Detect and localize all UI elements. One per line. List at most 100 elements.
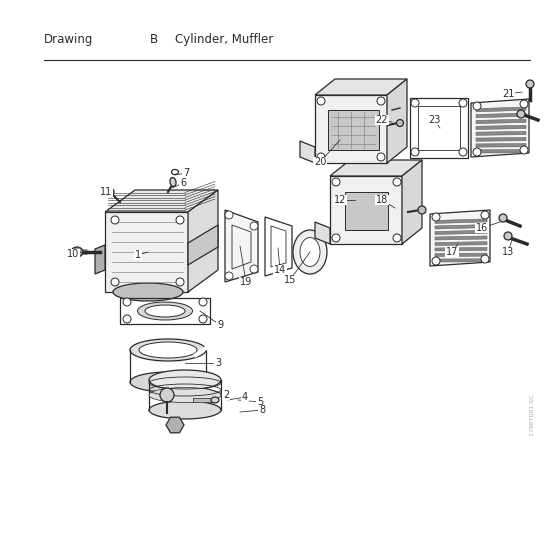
Polygon shape bbox=[476, 132, 526, 136]
Text: 1: 1 bbox=[135, 250, 141, 260]
Circle shape bbox=[520, 146, 528, 154]
Circle shape bbox=[517, 110, 525, 118]
Circle shape bbox=[411, 148, 419, 156]
Circle shape bbox=[520, 100, 528, 108]
Polygon shape bbox=[476, 125, 526, 129]
Circle shape bbox=[176, 278, 184, 286]
Circle shape bbox=[459, 99, 467, 107]
Circle shape bbox=[411, 99, 419, 107]
Circle shape bbox=[111, 216, 119, 224]
Text: B: B bbox=[150, 33, 158, 46]
Polygon shape bbox=[435, 236, 487, 240]
Polygon shape bbox=[435, 259, 487, 262]
Circle shape bbox=[459, 148, 467, 156]
Ellipse shape bbox=[211, 397, 219, 403]
Ellipse shape bbox=[149, 388, 221, 403]
Circle shape bbox=[111, 278, 119, 286]
Circle shape bbox=[393, 178, 401, 186]
Text: 11: 11 bbox=[100, 187, 112, 197]
Circle shape bbox=[432, 257, 440, 265]
Polygon shape bbox=[476, 107, 526, 112]
Polygon shape bbox=[435, 253, 487, 256]
Ellipse shape bbox=[113, 283, 183, 301]
Ellipse shape bbox=[149, 401, 221, 419]
Circle shape bbox=[317, 97, 325, 105]
Text: 22: 22 bbox=[376, 115, 388, 125]
Polygon shape bbox=[188, 225, 218, 265]
Circle shape bbox=[432, 213, 440, 221]
Polygon shape bbox=[476, 119, 526, 124]
Circle shape bbox=[317, 153, 325, 161]
Polygon shape bbox=[166, 417, 184, 433]
Text: 7: 7 bbox=[183, 168, 189, 178]
Text: 6: 6 bbox=[180, 178, 186, 188]
Polygon shape bbox=[95, 245, 105, 274]
Polygon shape bbox=[315, 95, 387, 163]
Ellipse shape bbox=[171, 170, 179, 175]
Polygon shape bbox=[300, 141, 315, 163]
Circle shape bbox=[481, 255, 489, 263]
Polygon shape bbox=[345, 192, 388, 230]
Circle shape bbox=[123, 298, 131, 306]
Ellipse shape bbox=[130, 372, 206, 392]
Ellipse shape bbox=[170, 178, 176, 186]
Polygon shape bbox=[330, 176, 402, 244]
Circle shape bbox=[106, 188, 114, 196]
Circle shape bbox=[377, 153, 385, 161]
Circle shape bbox=[332, 234, 340, 242]
Circle shape bbox=[250, 265, 258, 273]
Ellipse shape bbox=[293, 230, 327, 274]
Text: 9: 9 bbox=[217, 320, 223, 330]
Polygon shape bbox=[476, 137, 526, 141]
Polygon shape bbox=[476, 113, 526, 118]
Text: Drawing: Drawing bbox=[44, 33, 94, 46]
Circle shape bbox=[499, 214, 507, 222]
Text: 2: 2 bbox=[223, 390, 229, 400]
Circle shape bbox=[176, 216, 184, 224]
Polygon shape bbox=[387, 79, 407, 163]
Ellipse shape bbox=[138, 302, 193, 320]
Polygon shape bbox=[435, 225, 487, 229]
Circle shape bbox=[473, 148, 481, 156]
Ellipse shape bbox=[300, 237, 320, 267]
Circle shape bbox=[332, 178, 340, 186]
Circle shape bbox=[526, 80, 534, 88]
Polygon shape bbox=[328, 110, 379, 150]
Circle shape bbox=[250, 222, 258, 230]
Polygon shape bbox=[330, 160, 422, 176]
Text: 13: 13 bbox=[502, 247, 514, 257]
Text: 20: 20 bbox=[314, 157, 326, 167]
Text: Cylinder, Muffler: Cylinder, Muffler bbox=[175, 33, 273, 46]
Text: 3: 3 bbox=[215, 358, 221, 368]
Circle shape bbox=[504, 232, 512, 240]
Circle shape bbox=[199, 298, 207, 306]
Polygon shape bbox=[471, 99, 529, 157]
Polygon shape bbox=[476, 150, 526, 153]
Text: 4: 4 bbox=[242, 392, 248, 402]
Text: 1796T001 SC: 1796T001 SC bbox=[530, 394, 535, 436]
Polygon shape bbox=[435, 248, 487, 251]
Text: 14: 14 bbox=[274, 265, 286, 275]
Text: 12: 12 bbox=[334, 195, 346, 205]
Circle shape bbox=[393, 234, 401, 242]
Text: 5: 5 bbox=[257, 397, 263, 407]
Text: 15: 15 bbox=[284, 275, 296, 285]
Polygon shape bbox=[430, 210, 490, 266]
Polygon shape bbox=[435, 219, 487, 223]
Polygon shape bbox=[188, 190, 218, 292]
Circle shape bbox=[123, 315, 131, 323]
Polygon shape bbox=[435, 230, 487, 235]
Circle shape bbox=[377, 97, 385, 105]
Polygon shape bbox=[402, 160, 422, 244]
Text: 17: 17 bbox=[446, 247, 458, 257]
Polygon shape bbox=[105, 212, 188, 292]
Polygon shape bbox=[225, 210, 258, 282]
Text: 8: 8 bbox=[259, 405, 265, 415]
Ellipse shape bbox=[149, 370, 221, 390]
Polygon shape bbox=[315, 79, 407, 95]
Text: 18: 18 bbox=[376, 195, 388, 205]
Polygon shape bbox=[476, 143, 526, 147]
Text: 23: 23 bbox=[428, 115, 440, 125]
Polygon shape bbox=[315, 222, 330, 244]
Text: 19: 19 bbox=[240, 277, 252, 287]
